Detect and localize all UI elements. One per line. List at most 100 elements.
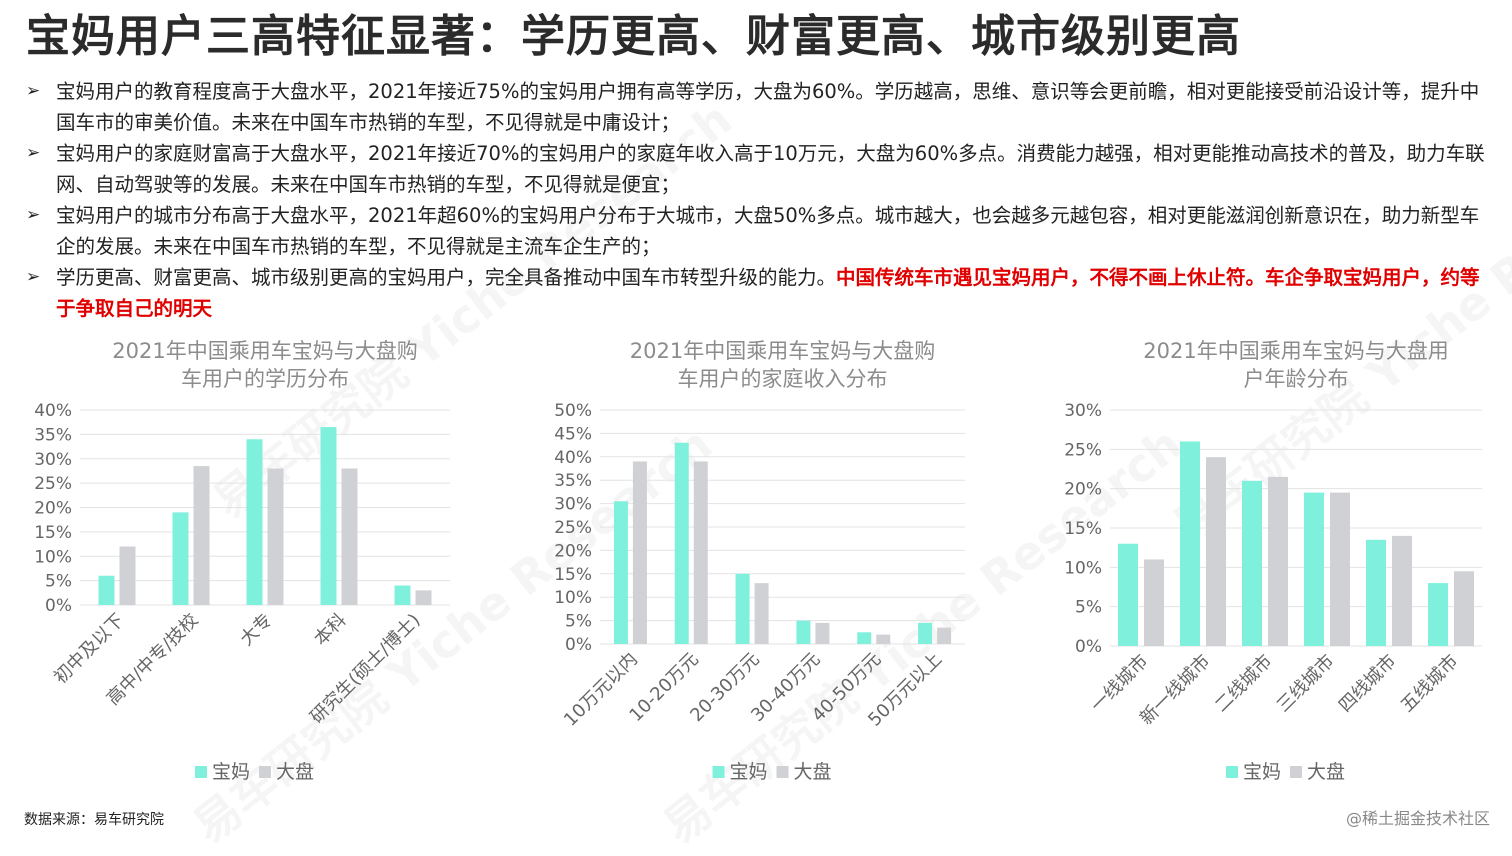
bar-dapan (693, 461, 708, 644)
chart-title: 2021年中国乘用车宝妈与大盘购 (112, 339, 417, 363)
y-tick-label: 45% (554, 424, 592, 444)
y-tick-label: 25% (34, 474, 72, 494)
y-tick-label: 0% (1075, 637, 1102, 657)
bullet-arrow-icon: ➢ (26, 267, 41, 287)
legend-swatch (776, 766, 789, 778)
y-tick-label: 10% (34, 547, 72, 567)
bar-baoma (1242, 480, 1262, 646)
x-tick-label: 二线城市 (1211, 651, 1277, 717)
bar-dapan (193, 466, 210, 605)
legend-swatch (195, 766, 207, 778)
bullet-text: 宝妈用户的家庭财富高于大盘水平，2021年接近70%的宝妈用户的家庭年收入高于1… (56, 142, 1485, 196)
data-source: 数据来源：易车研究院 (24, 812, 164, 828)
x-tick-label: 五线城市 (1397, 651, 1463, 717)
legend-swatch (259, 766, 271, 778)
bar-dapan (1144, 559, 1164, 646)
bullet-arrow-icon: ➢ (26, 81, 41, 101)
y-tick-label: 25% (554, 518, 592, 538)
y-tick-label: 35% (554, 471, 592, 491)
bar-baoma (98, 575, 115, 605)
y-tick-label: 20% (554, 541, 592, 561)
x-tick-label: 本科 (310, 610, 350, 650)
bar-baoma (857, 632, 872, 644)
y-tick-label: 5% (565, 612, 592, 632)
bar-dapan (937, 627, 952, 644)
bar-dapan (815, 622, 830, 644)
y-tick-label: 50% (554, 401, 592, 421)
y-tick-label: 40% (554, 448, 592, 468)
bullet-text: 宝妈用户的城市分布高于大盘水平，2021年超60%的宝妈用户分布于大城市，大盘5… (56, 204, 1480, 258)
legend-label: 大盘 (794, 761, 832, 783)
y-tick-label: 30% (554, 495, 592, 515)
bar-baoma (394, 585, 411, 605)
legend-label: 大盘 (276, 761, 314, 783)
legend-label: 宝妈 (730, 761, 768, 783)
y-tick-label: 0% (45, 596, 72, 616)
bar-dapan (267, 468, 284, 605)
chart-title: 2021年中国乘用车宝妈与大盘用 (1143, 339, 1448, 363)
y-tick-label: 25% (1064, 440, 1102, 460)
bullet-item: ➢ 宝妈用户的城市分布高于大盘水平，2021年超60%的宝妈用户分布于大城市，大… (24, 200, 1486, 262)
y-tick-label: 10% (554, 588, 592, 608)
x-tick-label: 三线城市 (1273, 651, 1339, 717)
credit-text: @稀土掘金技术社区 (1345, 809, 1490, 828)
income-chart: 2021年中国乘用车宝妈与大盘购 车用户的家庭收入分布 0% 5% 10% 15% 20% 2… (525, 332, 1025, 802)
city-chart: 2021年中国乘用车宝妈与大盘用 户年龄分布 0% 5% 10% 15% 20% 25% 30%… (1020, 332, 1512, 802)
bar-dapan (876, 634, 891, 644)
bar-baoma (796, 620, 811, 644)
bar-dapan (1392, 535, 1412, 646)
bullet-text: 宝妈用户的教育程度高于大盘水平，2021年接近75%的宝妈用户拥有高等学历，大盘… (56, 80, 1480, 134)
bar-dapan (119, 546, 136, 605)
x-tick-label: 大专 (236, 610, 276, 650)
y-tick-label: 15% (34, 523, 72, 543)
bar-baoma (674, 442, 689, 644)
chart-title: 2021年中国乘用车宝妈与大盘购 (630, 339, 935, 363)
y-tick-label: 5% (45, 572, 72, 592)
y-tick-label: 30% (1064, 401, 1102, 421)
legend-swatch (712, 766, 725, 778)
bar-baoma (1180, 441, 1200, 646)
bullet-list: ➢ 宝妈用户的教育程度高于大盘水平，2021年接近75%的宝妈用户拥有高等学历，… (24, 76, 1486, 324)
legend-label: 大盘 (1307, 761, 1345, 783)
legend-swatch (1290, 766, 1302, 778)
bullet-arrow-icon: ➢ (26, 143, 41, 163)
bullet-item: ➢ 宝妈用户的家庭财富高于大盘水平，2021年接近70%的宝妈用户的家庭年收入高… (24, 138, 1486, 200)
bar-baoma (246, 439, 263, 605)
y-tick-label: 10% (1064, 558, 1102, 578)
bar-dapan (1268, 476, 1288, 646)
y-tick-label: 20% (34, 499, 72, 519)
bar-baoma (613, 501, 628, 644)
y-tick-label: 40% (34, 401, 72, 421)
bar-baoma (735, 573, 750, 644)
y-tick-label: 15% (1064, 519, 1102, 539)
bar-baoma (1366, 539, 1386, 646)
page-title: 宝妈用户三高特征显著：学历更高、财富更高、城市级别更高 (26, 11, 1241, 62)
bar-dapan (1454, 571, 1474, 646)
legend-label: 宝妈 (212, 761, 250, 783)
bar-dapan (415, 590, 432, 605)
bullet-item: ➢ 学历更高、财富更高、城市级别更高的宝妈用户，完全具备推动中国车市转型升级的能… (24, 262, 1486, 324)
bar-baoma (1118, 543, 1138, 646)
x-tick-label: 四线城市 (1335, 651, 1401, 717)
x-tick-label: 10万元以内 (560, 649, 642, 731)
bar-baoma (172, 512, 189, 605)
bar-baoma (1304, 492, 1324, 646)
y-tick-label: 5% (1075, 598, 1102, 618)
chart-title: 户年龄分布 (1244, 367, 1349, 391)
chart-title: 车用户的家庭收入分布 (678, 367, 888, 391)
bar-baoma (918, 622, 933, 644)
education-chart: 2021年中国乘用车宝妈与大盘购 车用户的学历分布 0% 5% 10% 15% 20% 25%… (10, 332, 510, 802)
y-tick-label: 30% (34, 450, 72, 470)
chart-title: 车用户的学历分布 (181, 367, 349, 391)
bar-baoma (320, 427, 337, 605)
legend-swatch (1226, 766, 1238, 778)
bullet-item: ➢ 宝妈用户的教育程度高于大盘水平，2021年接近75%的宝妈用户拥有高等学历，… (24, 76, 1486, 138)
bar-dapan (1206, 457, 1226, 646)
bar-dapan (341, 468, 358, 605)
legend-label: 宝妈 (1243, 761, 1281, 783)
y-tick-label: 20% (1064, 480, 1102, 500)
bar-baoma (1428, 583, 1448, 646)
